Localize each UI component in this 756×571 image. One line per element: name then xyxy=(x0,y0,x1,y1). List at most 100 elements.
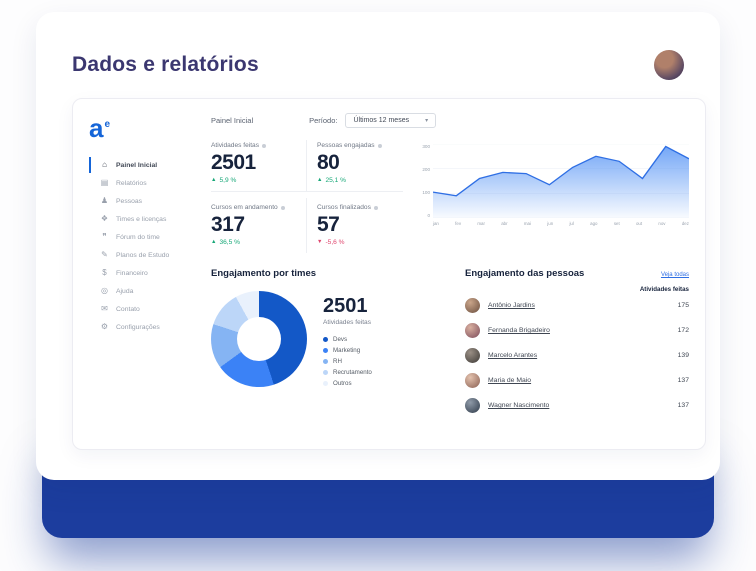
sidebar-item-configuracoes[interactable]: ⚙ Configurações xyxy=(89,319,197,335)
study-plan-icon: ✎ xyxy=(101,250,108,259)
sidebar-item-contato[interactable]: ✉ Contato xyxy=(89,301,197,317)
person-name[interactable]: Wagner Nascimento xyxy=(488,402,550,409)
legend-label: RH xyxy=(333,358,342,365)
legend-item-outros: Outros xyxy=(323,380,372,387)
x-axis-label: nov xyxy=(658,221,666,226)
app-logo: ae xyxy=(89,115,197,141)
teams-total-label: Atividades feitas xyxy=(323,319,372,326)
x-axis-label: jul xyxy=(569,221,574,226)
logo-letter: a xyxy=(89,113,104,143)
card-header: Dados e relatórios xyxy=(72,50,684,80)
stat-cursos-finalizados: Cursos finalizados 57 ▼ -5,6 % xyxy=(307,198,403,253)
person-activity-count: 175 xyxy=(677,302,689,309)
stat-value: 317 xyxy=(211,213,245,236)
sidebar-item-label: Painel Inicial xyxy=(116,161,158,169)
people-list: Antônio Jardins 175 Fernanda Brigadeiro … xyxy=(465,293,689,418)
stat-pessoas-engajadas: Pessoas engajadas 80 ▲ 25,1 % xyxy=(307,140,403,192)
stat-label: Atividades feitas xyxy=(211,142,260,149)
period-value: Últimos 12 meses xyxy=(353,117,410,124)
team-icon: ❖ xyxy=(100,214,109,223)
stats-and-chart-row: Atividades feitas 2501 ▲ 5,9 % Pessoas e… xyxy=(211,140,689,253)
sidebar-item-relatorios[interactable]: ▤ Relatórios xyxy=(89,175,197,191)
stats-grid: Atividades feitas 2501 ▲ 5,9 % Pessoas e… xyxy=(211,140,403,253)
x-axis-label: jun xyxy=(547,221,554,226)
period-label: Período: xyxy=(309,116,338,125)
people-title: Engajamento das pessoas xyxy=(465,268,585,279)
legend-item-devs: Devs xyxy=(323,336,372,343)
y-axis-tick: 0 xyxy=(427,213,430,218)
x-axis-label: mar xyxy=(477,221,485,226)
legend-dot xyxy=(323,359,328,364)
period-select[interactable]: Últimos 12 meses ▾ xyxy=(345,113,437,128)
sidebar-item-forum-do-time[interactable]: ❞ Fórum do time xyxy=(89,229,197,245)
stat-delta: ▲ 5,9 % xyxy=(211,177,297,184)
user-avatar[interactable] xyxy=(654,50,684,80)
people-column-header: Atividades feitas xyxy=(639,286,689,293)
teams-legend: Devs Marketing RH Recrutamento Outros xyxy=(323,336,372,387)
sidebar-item-financeiro[interactable]: $ Financeiro xyxy=(89,265,197,281)
stat-value: 2501 xyxy=(211,151,256,174)
person-row[interactable]: Maria de Maio 137 xyxy=(465,368,689,393)
trend-arrow-icon: ▲ xyxy=(211,176,217,183)
area-line xyxy=(433,145,689,197)
stat-label: Pessoas engajadas xyxy=(317,142,375,149)
info-icon xyxy=(280,205,285,210)
sidebar-item-painel-inicial[interactable]: ⌂ Painel Inicial xyxy=(89,157,197,173)
dashboard-content: Painel Inicial Período: Últimos 12 meses… xyxy=(197,99,705,449)
stat-delta: ▲ 36,5 % xyxy=(211,239,297,246)
sidebar-item-label: Contato xyxy=(116,305,140,313)
person-avatar xyxy=(465,323,480,338)
sidebar-item-label: Configurações xyxy=(116,323,160,331)
x-axis-label: mai xyxy=(523,221,531,226)
teams-summary: 2501 Atividades feitas Devs Marketing RH Re… xyxy=(323,291,372,387)
people-header: Engajamento das pessoas Veja todas xyxy=(465,268,689,279)
person-avatar xyxy=(465,348,480,363)
sidebar-item-label: Fórum do time xyxy=(116,233,160,241)
home-icon: ⌂ xyxy=(102,160,107,169)
legend-dot xyxy=(323,337,328,342)
legend-item-marketing: Marketing xyxy=(323,347,372,354)
help-icon: ◎ xyxy=(101,286,108,295)
stat-delta-value: 5,9 % xyxy=(219,177,237,184)
person-row[interactable]: Fernanda Brigadeiro 172 xyxy=(465,318,689,343)
teams-total: 2501 xyxy=(323,295,368,317)
report-icon: ▤ xyxy=(100,178,109,187)
sidebar-item-planos-de-estudo[interactable]: ✎ Planos de Estudo xyxy=(89,247,197,263)
person-row[interactable]: Wagner Nascimento 137 xyxy=(465,393,689,418)
x-axis-label: abr xyxy=(501,221,508,226)
person-row[interactable]: Marcelo Arantes 139 xyxy=(465,343,689,368)
x-axis-label: out xyxy=(635,221,643,226)
logo-sup: e xyxy=(104,119,111,131)
page-title: Dados e relatórios xyxy=(72,53,259,76)
sidebar-nav: ⌂ Painel Inicial ▤ Relatórios ♟ Pessoas … xyxy=(89,157,197,335)
sidebar-item-pessoas[interactable]: ♟ Pessoas xyxy=(89,193,197,209)
main-card: Dados e relatórios ae ⌂ Painel Inicial ▤… xyxy=(36,12,720,480)
see-all-link[interactable]: Veja todas xyxy=(660,272,689,278)
teams-body: 2501 Atividades feitas Devs Marketing RH Re… xyxy=(211,291,439,387)
people-section: Engajamento das pessoas Veja todas Ativi… xyxy=(465,268,689,439)
person-name[interactable]: Maria de Maio xyxy=(488,377,532,384)
sidebar-item-label: Ajuda xyxy=(116,287,134,295)
person-activity-count: 139 xyxy=(677,352,689,359)
person-row[interactable]: Antônio Jardins 175 xyxy=(465,293,689,318)
person-name[interactable]: Fernanda Brigadeiro xyxy=(488,327,550,334)
sidebar: ae ⌂ Painel Inicial ▤ Relatórios ♟ Pesso… xyxy=(73,99,197,449)
sidebar-item-label: Relatórios xyxy=(116,179,147,187)
info-icon xyxy=(373,205,378,210)
info-icon xyxy=(262,143,267,148)
stat-label: Cursos finalizados xyxy=(317,204,371,211)
y-axis-tick: 300 xyxy=(422,144,430,149)
y-axis-tick: 200 xyxy=(422,167,430,172)
stat-value: 80 xyxy=(317,151,340,174)
teams-title: Engajamento por times xyxy=(211,268,317,279)
sidebar-item-ajuda[interactable]: ◎ Ajuda xyxy=(89,283,197,299)
legend-label: Devs xyxy=(333,336,348,343)
trend-arrow-icon: ▼ xyxy=(317,238,323,245)
person-name[interactable]: Antônio Jardins xyxy=(488,302,535,309)
person-avatar xyxy=(465,298,480,313)
person-activity-count: 137 xyxy=(677,377,689,384)
finance-icon: $ xyxy=(102,268,107,277)
person-name[interactable]: Marcelo Arantes xyxy=(488,352,538,359)
trend-arrow-icon: ▲ xyxy=(211,238,217,245)
sidebar-item-times-e-licencas[interactable]: ❖ Times e licenças xyxy=(89,211,197,227)
